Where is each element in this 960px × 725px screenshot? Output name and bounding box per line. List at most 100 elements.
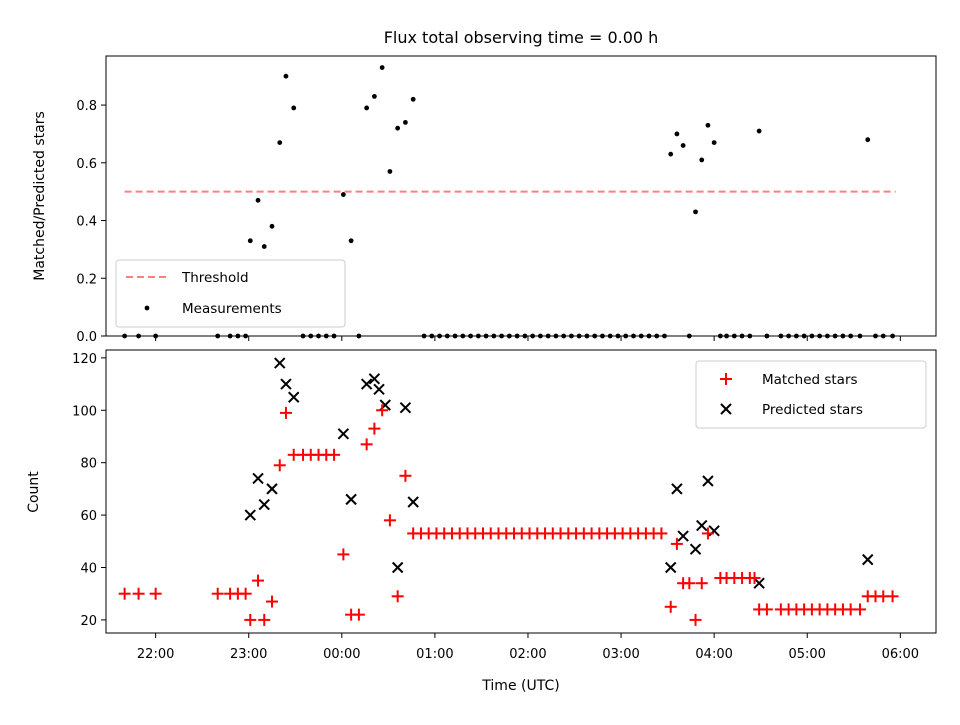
matched-point [886, 590, 899, 603]
measurement-point [348, 238, 354, 244]
matched-point [360, 438, 373, 451]
bottom-y-tick-label: 20 [80, 614, 97, 629]
top-axes-frame [105, 55, 937, 337]
bottom-y-tick-label: 80 [80, 457, 97, 472]
chart-title: Flux total observing time = 0.00 h [384, 28, 659, 47]
x-tick-label: 00:00 [323, 647, 360, 662]
legend-measurements-marker [144, 305, 150, 311]
predicted-point-stroke [368, 373, 381, 385]
predicted-point-stroke [252, 472, 264, 485]
matched-point [391, 590, 404, 603]
bottom-plot-marks [118, 357, 899, 626]
predicted-point [399, 401, 412, 414]
predicted-point [345, 493, 357, 506]
matched-point [368, 422, 381, 435]
x-tick-label: 06:00 [882, 647, 919, 662]
legend-matched-label: Matched stars [762, 372, 858, 388]
predicted-point-stroke [360, 378, 373, 390]
measurement-point [247, 238, 253, 244]
predicted-point-stroke [753, 577, 765, 589]
top-y-axis-label: Matched/Predicted stars [32, 111, 48, 281]
bottom-legend: Matched stars Predicted stars [695, 360, 927, 429]
measurement-point [395, 125, 401, 131]
bottom-axes-frame [105, 349, 937, 634]
measurement-point [756, 128, 762, 134]
matched-point [689, 613, 702, 626]
matched-point [376, 404, 389, 417]
measurement-point [693, 209, 698, 215]
matched-point [670, 537, 683, 550]
matched-point [328, 448, 341, 461]
bottom-panel: 20 40 60 80 100 120 22:00 23:00 00:00 01:00 02:00… [26, 349, 937, 694]
predicted-point [665, 561, 677, 574]
matched-point [853, 603, 866, 616]
measurement-point [680, 143, 686, 148]
predicted-point-stroke [391, 561, 404, 574]
top-y-tick-label: 0.6 [76, 157, 97, 172]
predicted-point [689, 543, 702, 555]
predicted-point-stroke [399, 401, 412, 414]
legend-predicted-label: Predicted stars [762, 402, 863, 418]
legend-measurements-label: Measurements [182, 301, 282, 317]
predicted-point [753, 577, 765, 589]
bottom-x-axis-ticks: 22:00 23:00 00:00 01:00 02:00 03:00 04:00 05:00… [137, 633, 919, 662]
matched-point [279, 406, 292, 419]
matched-point [266, 595, 278, 608]
matched-point [118, 587, 131, 600]
matched-point [273, 459, 286, 472]
top-y-tick-label: 0.0 [76, 330, 97, 345]
x-tick-label: 01:00 [416, 647, 453, 662]
x-tick-label: 23:00 [230, 647, 267, 662]
predicted-point-stroke [671, 483, 683, 495]
predicted-point-stroke [280, 378, 292, 390]
predicted-point [702, 475, 714, 487]
predicted-point [368, 373, 381, 385]
measurement-point [277, 140, 283, 145]
top-legend-box [115, 259, 346, 328]
measurement-point [255, 197, 261, 203]
measurement-point [410, 96, 416, 102]
predicted-point [407, 496, 419, 508]
matched-point [695, 577, 708, 590]
matched-point [337, 548, 350, 561]
bottom-y-tick-label: 100 [72, 404, 97, 419]
bottom-y-tick-label: 120 [72, 352, 97, 367]
measurement-point [379, 65, 385, 70]
measurement-point [261, 244, 267, 249]
predicted-point [671, 483, 683, 495]
top-y-axis-ticks: 0.0 0.2 0.4 0.6 0.8 [76, 99, 106, 345]
x-tick-label: 05:00 [788, 647, 825, 662]
predicted-point-stroke [266, 483, 278, 495]
predicted-point [360, 378, 373, 390]
top-y-tick-label: 0.4 [76, 215, 97, 230]
x-tick-label: 22:00 [137, 647, 174, 662]
x-tick-label: 04:00 [695, 647, 732, 662]
legend-matched-marker [720, 373, 732, 385]
matched-point [239, 587, 252, 600]
bottom-y-axis-ticks: 20 40 60 80 100 120 [72, 352, 106, 629]
top-y-tick-label: 0.8 [76, 99, 97, 114]
matched-point [352, 608, 365, 621]
measurement-point [340, 192, 346, 197]
x-tick-label: 02:00 [509, 647, 546, 662]
matched-point [655, 527, 668, 540]
top-legend: Threshold Measurements [115, 259, 346, 328]
measurement-point [269, 223, 275, 229]
predicted-point-stroke [689, 543, 702, 555]
measurement-point [291, 105, 297, 111]
measurement-point [705, 122, 711, 128]
top-y-tick-label: 0.2 [76, 272, 97, 287]
predicted-point-stroke [665, 561, 677, 574]
matched-point [683, 577, 696, 590]
predicted-point-stroke [862, 553, 874, 566]
predicted-point-stroke [345, 493, 357, 506]
measurement-point [387, 169, 393, 174]
predicted-point [373, 383, 385, 396]
predicted-point [677, 530, 689, 542]
predicted-point [280, 378, 292, 390]
matched-point [664, 600, 677, 613]
matched-point [211, 587, 224, 600]
legend-predicted-marker [720, 403, 732, 415]
